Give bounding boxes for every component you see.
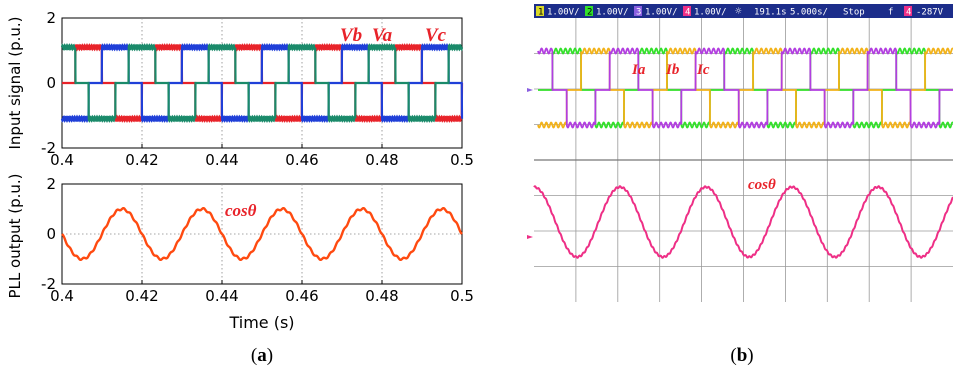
- ylabel-pll-output: PLL output (p.u.): [6, 173, 24, 298]
- scope-markers: [527, 88, 533, 239]
- x-tick-label: 0.46: [285, 151, 318, 169]
- label-vb: Vb: [340, 25, 362, 46]
- x-tick-label: 0.44: [205, 151, 238, 169]
- ch3-number: 3: [636, 8, 641, 18]
- trigger-channel: 4: [906, 8, 911, 18]
- ch-marker-cos: [527, 235, 533, 239]
- timebase: 5.000s/: [790, 8, 828, 18]
- trigger-edge-icon: f: [888, 8, 893, 18]
- x-tick-label: 0.48: [365, 287, 398, 305]
- scope-trace-cos: [533, 185, 953, 259]
- trigger-level: -287V: [916, 8, 944, 18]
- run-mode: Stop: [843, 8, 865, 18]
- caption-a: (a): [251, 345, 273, 366]
- y-tick-label: 0: [46, 225, 56, 243]
- ch3-box: [634, 6, 642, 16]
- x-tick-label: 0.5: [450, 151, 474, 169]
- ch4-box: [683, 6, 691, 16]
- x-tick-label: 0.44: [205, 287, 238, 305]
- ch2-number: 2: [587, 8, 592, 18]
- x-tick-label: 0.4: [50, 287, 74, 305]
- y-tick-label: -2: [41, 139, 56, 157]
- x-tick-label: 0.42: [125, 287, 158, 305]
- label-cos-a: cosθ: [225, 201, 257, 220]
- label-ia: Ia: [631, 62, 646, 78]
- ch4-number: 4: [685, 8, 690, 18]
- y-tick-label: 0: [46, 74, 56, 92]
- trigger-channel-box: [904, 6, 912, 16]
- y-tick-label: 2: [46, 175, 56, 193]
- x-tick-label: 0.42: [125, 151, 158, 169]
- scope-trace-ib: [537, 47, 953, 129]
- label-cos-b: cosθ: [748, 177, 776, 193]
- ch-marker-current: [527, 88, 533, 92]
- ch3-scale: 1.00V/: [645, 8, 678, 18]
- label-ic: Ic: [696, 62, 710, 78]
- ch4-scale: 1.00V/: [694, 8, 727, 18]
- plot-a-bottom-lines: [61, 206, 463, 262]
- sun-icon: ☼: [735, 5, 742, 18]
- ch1-box: [536, 6, 544, 16]
- xlabel-time: Time (s): [228, 313, 294, 332]
- ch1-scale: 1.00V/: [547, 8, 580, 18]
- ch2-box: [585, 6, 593, 16]
- scope-trace-ia: [538, 47, 953, 129]
- scope-trace-ic: [537, 47, 953, 129]
- scope-traces: [533, 47, 953, 259]
- plot-a-top-lines: [60, 42, 464, 124]
- label-vc: Vc: [425, 25, 447, 46]
- plot-a-bottom: 0.4 0.42 0.44 0.46 0.48 0.5 2 0 -2 cosθ: [41, 175, 474, 305]
- ch2-scale: 1.00V/: [596, 8, 629, 18]
- series-vc: [60, 42, 464, 124]
- series-cos-theta: [61, 206, 463, 262]
- scope-status-text: 1 1.00V/ 2 1.00V/ 3 1.00V/ 4 1.00V/ ☼ 19…: [536, 5, 944, 18]
- ylabel-input-signal: Input signal (p.u.): [6, 16, 24, 149]
- y-tick-label: 2: [46, 9, 56, 27]
- x-tick-label: 0.46: [285, 287, 318, 305]
- label-va: Va: [372, 25, 393, 46]
- x-tick-label: 0.5: [450, 287, 474, 305]
- y-tick-label: -2: [41, 275, 56, 293]
- ch1-number: 1: [538, 8, 543, 18]
- x-tick-label: 0.4: [50, 151, 74, 169]
- plot-a-bottom-ticks: 0.4 0.42 0.44 0.46 0.48 0.5 2 0 -2: [41, 175, 474, 305]
- x-tick-label: 0.48: [365, 151, 398, 169]
- caption-b: (b): [730, 345, 753, 366]
- scope-panel: 1 1.00V/ 2 1.00V/ 3 1.00V/ 4 1.00V/ ☼ 19…: [527, 4, 953, 302]
- time-position: 191.1s: [754, 8, 787, 18]
- plot-a-top: 0.4 0.42 0.44 0.46 0.48 0.5 2 0 -2 Vb Va Vc: [41, 9, 474, 169]
- label-ib: Ib: [665, 62, 680, 78]
- plot-a-top-ticks: 0.4 0.42 0.44 0.46 0.48 0.5 2 0 -2: [41, 9, 474, 169]
